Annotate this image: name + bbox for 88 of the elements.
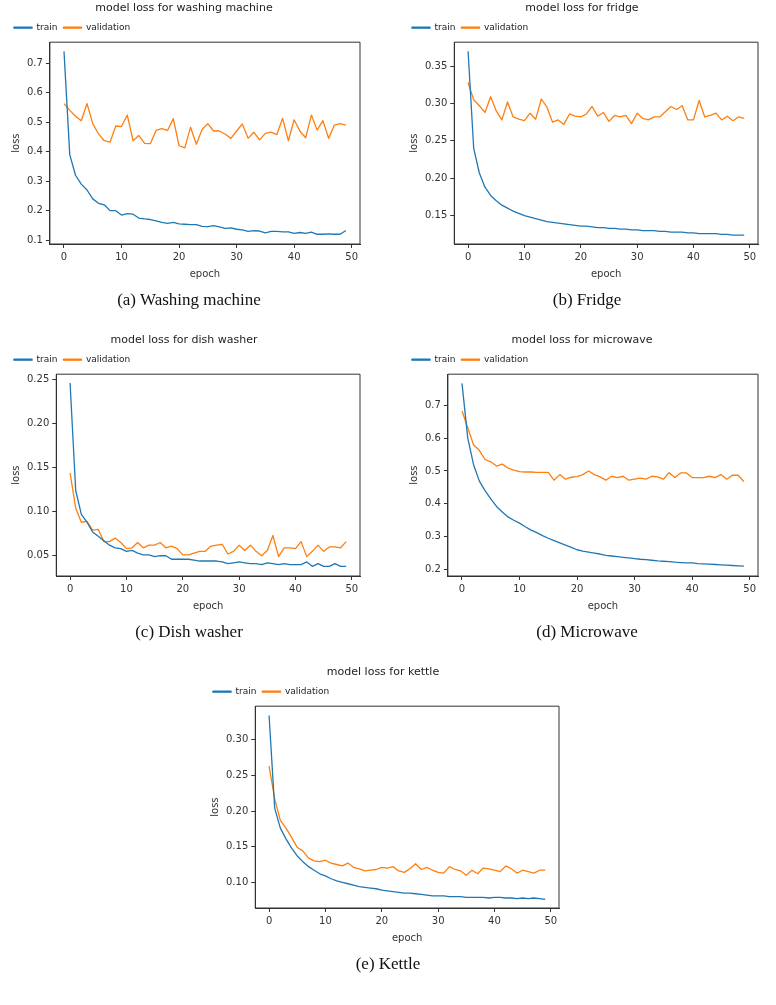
- x-tick-label: 50: [743, 250, 757, 262]
- chart-title: model loss for kettle: [326, 665, 440, 679]
- y-tick-label: 0.20: [27, 417, 50, 429]
- legend-label: train: [36, 354, 58, 365]
- y-tick-label: 0.25: [425, 134, 448, 146]
- y-tick-label: 0.15: [27, 461, 50, 473]
- y-tick-label: 0.35: [425, 59, 448, 71]
- x-tick-label: 0: [458, 582, 466, 594]
- y-axis-title: loss: [9, 133, 21, 153]
- chart-title: model loss for microwave: [511, 333, 653, 347]
- x-tick-label: 40: [488, 914, 501, 926]
- y-tick-label: 0.7: [27, 56, 43, 68]
- x-tick-label: 0: [464, 250, 472, 262]
- y-tick-label: 0.10: [226, 875, 249, 887]
- y-axis-title: loss: [9, 465, 21, 485]
- x-tick-label: 10: [120, 582, 133, 594]
- y-tick-label: 0.30: [226, 733, 249, 745]
- y-tick-label: 0.4: [425, 497, 441, 509]
- x-tick-label: 40: [687, 250, 700, 262]
- x-tick-label: 20: [172, 250, 186, 262]
- chart-title: model loss for fridge: [525, 1, 639, 15]
- x-tick-label: 50: [345, 582, 359, 594]
- text: (b) Fridge: [552, 290, 622, 310]
- y-tick-label: 0.15: [425, 209, 448, 221]
- legend-label: train: [434, 354, 456, 365]
- chart-title: model loss for dish washer: [110, 333, 259, 347]
- legend-label: train: [434, 22, 456, 33]
- x-axis-title: epoch: [391, 931, 423, 943]
- y-tick-label: 0.25: [27, 373, 50, 385]
- x-tick-label: 0: [265, 914, 273, 926]
- y-tick-label: 0.3: [27, 174, 43, 186]
- x-tick-label: 10: [319, 914, 332, 926]
- text: (c) Dish washer: [135, 622, 243, 642]
- x-tick-label: 20: [570, 582, 584, 594]
- x-tick-label: 0: [60, 250, 68, 262]
- x-tick-label: 50: [743, 582, 757, 594]
- y-tick-label: 0.15: [226, 840, 249, 852]
- legend-label: validation: [284, 686, 330, 697]
- x-tick-label: 20: [375, 914, 389, 926]
- y-tick-label: 0.2: [27, 204, 43, 216]
- y-tick-label: 0.20: [425, 171, 448, 183]
- y-tick-label: 0.1: [27, 233, 43, 245]
- text: (d) Microwave: [536, 622, 638, 642]
- y-axis-title: loss: [208, 797, 220, 817]
- x-axis-title: epoch: [189, 267, 221, 279]
- y-tick-label: 0.4: [27, 145, 43, 157]
- y-tick-label: 0.3: [425, 530, 441, 542]
- legend-label: validation: [483, 22, 529, 33]
- x-tick-label: 30: [630, 250, 644, 262]
- y-tick-label: 0.6: [27, 86, 43, 98]
- x-tick-label: 50: [544, 914, 558, 926]
- y-axis-title: loss: [407, 133, 419, 153]
- y-tick-label: 0.5: [27, 115, 43, 127]
- y-tick-label: 0.2: [425, 563, 441, 575]
- text: (e) Kettle: [355, 954, 421, 974]
- x-tick-label: 0: [66, 582, 74, 594]
- x-tick-label: 30: [431, 914, 445, 926]
- legend-label: train: [235, 686, 257, 697]
- legend-label: train: [36, 22, 58, 33]
- y-tick-label: 0.5: [425, 464, 441, 476]
- y-tick-label: 0.20: [226, 804, 249, 816]
- x-tick-label: 10: [518, 250, 531, 262]
- y-tick-label: 0.10: [27, 505, 50, 517]
- x-axis-title: epoch: [590, 267, 622, 279]
- x-tick-label: 50: [345, 250, 359, 262]
- y-axis-title: loss: [407, 465, 419, 485]
- x-tick-label: 40: [685, 582, 699, 594]
- legend-label: validation: [483, 354, 529, 365]
- x-axis-title: epoch: [587, 599, 619, 611]
- x-tick-label: 30: [230, 250, 243, 262]
- x-axis-title: epoch: [192, 599, 224, 611]
- x-tick-label: 30: [232, 582, 246, 594]
- x-tick-label: 10: [115, 250, 128, 262]
- text: (a) Washing machine: [117, 290, 261, 310]
- x-tick-label: 40: [289, 582, 302, 594]
- y-tick-label: 0.7: [425, 398, 441, 410]
- y-tick-label: 0.30: [425, 97, 448, 109]
- chart-title: model loss for washing machine: [95, 1, 273, 15]
- y-tick-label: 0.25: [226, 768, 249, 780]
- x-tick-label: 10: [513, 582, 526, 594]
- legend-label: validation: [85, 354, 131, 365]
- legend-label: validation: [85, 22, 131, 33]
- x-tick-label: 30: [628, 582, 641, 594]
- y-tick-label: 0.6: [425, 431, 441, 443]
- x-tick-label: 40: [287, 250, 301, 262]
- x-tick-label: 20: [176, 582, 190, 594]
- y-tick-label: 0.05: [27, 549, 50, 561]
- x-tick-label: 20: [574, 250, 588, 262]
